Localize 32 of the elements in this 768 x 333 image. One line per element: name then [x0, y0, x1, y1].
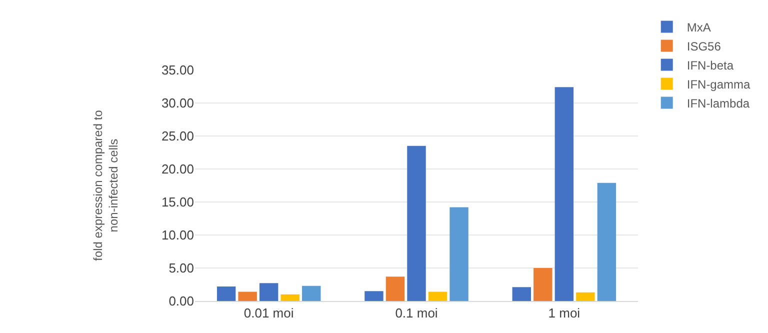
y-tick-label: 0.00	[168, 294, 194, 309]
bar	[428, 292, 448, 301]
bar	[216, 286, 236, 301]
bar	[259, 283, 278, 301]
y-tick-label: 30.00	[161, 96, 194, 111]
bar	[302, 286, 321, 301]
legend-label: IFN-beta	[686, 58, 734, 72]
bar	[280, 294, 300, 301]
bar	[576, 292, 595, 301]
bar	[238, 292, 257, 301]
bar	[554, 87, 574, 301]
legend-label: ISG56	[686, 39, 722, 54]
bar	[364, 291, 384, 301]
bar	[512, 287, 531, 301]
y-tick-label: 5.00	[168, 260, 194, 276]
bar	[450, 207, 468, 301]
y-tick-label: 25.00	[161, 128, 194, 144]
bar	[386, 276, 405, 301]
y-tick-label: 20.00	[161, 162, 194, 177]
y-tick-label: 15.00	[161, 194, 194, 210]
legend-label: IFN-gamma	[686, 77, 751, 92]
legend-label: IFN-lambda	[686, 96, 750, 110]
bar	[534, 268, 552, 301]
x-tick-label: 0.1 moi	[395, 306, 438, 321]
y-tick-label: 35.00	[161, 62, 194, 78]
bar	[407, 146, 426, 301]
y-tick-label: 10.00	[161, 228, 194, 243]
x-tick-label: 0.01 moi	[244, 306, 294, 321]
bar	[597, 182, 616, 301]
legend-label: MxA	[686, 20, 711, 34]
x-tick-label: 1 moi	[548, 306, 580, 321]
y-axis-title: fold expression compared to non-infected cells	[91, 110, 121, 261]
